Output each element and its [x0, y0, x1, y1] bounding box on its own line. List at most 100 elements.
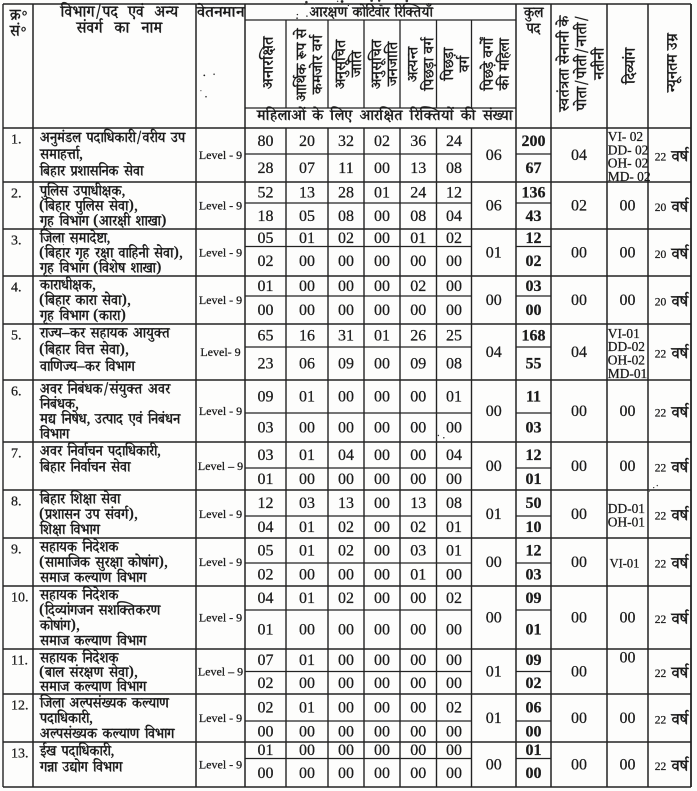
- svg-text:4.: 4.: [11, 281, 22, 296]
- svg-text:01: 01: [299, 230, 315, 247]
- svg-text:28: 28: [338, 185, 354, 202]
- svg-text:01: 01: [374, 328, 390, 345]
- svg-text:11: 11: [526, 389, 541, 406]
- svg-text:OH-01: OH-01: [608, 515, 645, 530]
- svg-text:8.: 8.: [11, 495, 22, 510]
- svg-text:00: 00: [446, 278, 462, 295]
- svg-text:01: 01: [486, 664, 502, 681]
- svg-text:07: 07: [299, 160, 315, 177]
- svg-text:02: 02: [446, 700, 462, 717]
- svg-text:50: 50: [526, 495, 542, 512]
- svg-text:67: 67: [526, 160, 542, 177]
- svg-text:08: 08: [410, 208, 426, 225]
- svg-text:Level – 9: Level – 9: [198, 665, 243, 679]
- svg-text:Level - 9: Level - 9: [199, 611, 242, 625]
- svg-text:00: 00: [299, 622, 315, 639]
- svg-text:12: 12: [526, 230, 542, 247]
- svg-text:13: 13: [299, 185, 315, 202]
- svg-text:00: 00: [374, 230, 390, 247]
- svg-text:22: 22: [655, 151, 667, 163]
- svg-text:00: 00: [374, 675, 390, 692]
- svg-text:200: 200: [522, 133, 546, 150]
- svg-text:01: 01: [446, 519, 462, 536]
- svg-text:00: 00: [571, 554, 587, 571]
- svg-text:22: 22: [655, 348, 667, 360]
- svg-text:08: 08: [338, 208, 354, 225]
- svg-text:01: 01: [299, 389, 315, 406]
- svg-text:Level - 9: Level - 9: [199, 199, 242, 213]
- svg-text:00: 00: [486, 610, 502, 627]
- svg-text:00: 00: [620, 710, 636, 727]
- svg-text:04: 04: [258, 590, 274, 607]
- svg-text:00: 00: [620, 403, 636, 420]
- svg-text:00: 00: [410, 675, 426, 692]
- svg-text:22: 22: [655, 714, 667, 726]
- svg-text:00: 00: [410, 622, 426, 639]
- svg-text:00: 00: [299, 675, 315, 692]
- svg-text:00: 00: [338, 253, 354, 270]
- svg-text:02: 02: [410, 519, 426, 536]
- svg-text:00: 00: [446, 471, 462, 488]
- svg-text:00: 00: [299, 420, 315, 437]
- svg-text:00: 00: [620, 245, 636, 262]
- svg-text:02: 02: [446, 230, 462, 247]
- svg-text:80: 80: [258, 133, 274, 150]
- svg-text:00: 00: [338, 742, 354, 759]
- svg-text:01: 01: [486, 710, 502, 727]
- svg-text:00: 00: [410, 420, 426, 437]
- svg-text:00: 00: [571, 664, 587, 681]
- svg-text:00: 00: [410, 389, 426, 406]
- svg-text:03: 03: [526, 567, 542, 584]
- svg-text:02: 02: [526, 675, 542, 692]
- svg-text:00: 00: [526, 765, 542, 782]
- svg-text:01: 01: [446, 389, 462, 406]
- svg-text:02: 02: [338, 543, 354, 560]
- svg-text:03: 03: [258, 447, 274, 464]
- svg-text:00: 00: [410, 742, 426, 759]
- svg-text:01: 01: [486, 245, 502, 262]
- svg-text:22: 22: [655, 761, 667, 773]
- svg-text:01: 01: [258, 278, 274, 295]
- svg-text:Level - 9: Level - 9: [199, 555, 242, 569]
- svg-text:00: 00: [410, 253, 426, 270]
- svg-text:2.: 2.: [11, 187, 22, 202]
- svg-text:04: 04: [258, 519, 274, 536]
- svg-text:00: 00: [571, 710, 587, 727]
- svg-text:12: 12: [526, 543, 542, 560]
- svg-text:01: 01: [410, 567, 426, 584]
- svg-text:Level - 9: Level - 9: [199, 711, 242, 725]
- svg-text:06: 06: [486, 198, 502, 215]
- svg-text:00: 00: [338, 675, 354, 692]
- svg-text:00: 00: [374, 447, 390, 464]
- svg-text:00: 00: [486, 554, 502, 571]
- svg-text:12: 12: [258, 495, 274, 512]
- svg-text:00: 00: [374, 420, 390, 437]
- svg-text:43: 43: [526, 208, 542, 225]
- svg-text:23: 23: [258, 356, 274, 373]
- svg-text:00: 00: [338, 389, 354, 406]
- svg-text:10: 10: [526, 519, 542, 536]
- svg-text:01: 01: [299, 700, 315, 717]
- svg-text:04: 04: [486, 344, 502, 361]
- svg-text:32: 32: [338, 133, 354, 150]
- svg-text:11.: 11.: [11, 654, 28, 669]
- svg-text:00: 00: [410, 471, 426, 488]
- svg-text:00: 00: [571, 292, 587, 309]
- svg-text:01: 01: [299, 590, 315, 607]
- svg-text:00: 00: [374, 742, 390, 759]
- svg-text:12.: 12.: [11, 699, 29, 714]
- svg-text:01: 01: [374, 185, 390, 202]
- svg-text:08: 08: [446, 356, 462, 373]
- svg-text:13: 13: [410, 160, 426, 177]
- svg-text:Level - 9: Level - 9: [199, 148, 242, 162]
- svg-text:08: 08: [446, 495, 462, 512]
- svg-text:04: 04: [571, 147, 587, 164]
- svg-text:5.: 5.: [11, 329, 22, 344]
- svg-text:06: 06: [526, 700, 542, 717]
- svg-text:00: 00: [258, 302, 274, 319]
- svg-text:20: 20: [655, 202, 667, 214]
- svg-text:00: 00: [410, 724, 426, 741]
- svg-text:10.: 10.: [11, 591, 29, 606]
- svg-text:00: 00: [338, 420, 354, 437]
- svg-text:00: 00: [620, 650, 636, 667]
